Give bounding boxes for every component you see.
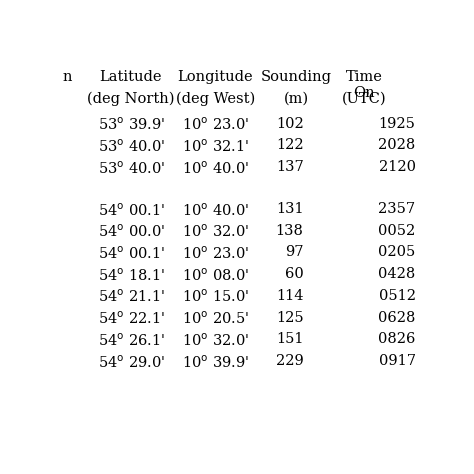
Text: 0512: 0512	[379, 289, 416, 303]
Text: 151: 151	[276, 332, 303, 346]
Text: 102: 102	[276, 117, 303, 131]
Text: 54$^{\mathsf{o}}$ 00.1': 54$^{\mathsf{o}}$ 00.1'	[98, 202, 165, 219]
Text: 53$^{\mathsf{o}}$ 40.0': 53$^{\mathsf{o}}$ 40.0'	[98, 160, 165, 177]
Text: 1925: 1925	[379, 117, 416, 131]
Text: 125: 125	[276, 310, 303, 325]
Text: Sounding: Sounding	[261, 70, 332, 83]
Text: 0052: 0052	[378, 224, 416, 237]
Text: 97: 97	[285, 246, 303, 259]
Text: 54$^{\mathsf{o}}$ 21.1': 54$^{\mathsf{o}}$ 21.1'	[98, 289, 165, 305]
Text: 10$^{\mathsf{o}}$ 32.1': 10$^{\mathsf{o}}$ 32.1'	[182, 138, 249, 155]
Text: 54$^{\mathsf{o}}$ 22.1': 54$^{\mathsf{o}}$ 22.1'	[98, 310, 165, 327]
Text: 229: 229	[276, 354, 303, 368]
Text: Time
On: Time On	[346, 70, 383, 100]
Text: 10$^{\mathsf{o}}$ 40.0': 10$^{\mathsf{o}}$ 40.0'	[182, 202, 249, 219]
Text: 122: 122	[276, 138, 303, 153]
Text: 2357: 2357	[378, 202, 416, 216]
Text: 54$^{\mathsf{o}}$ 18.1': 54$^{\mathsf{o}}$ 18.1'	[98, 267, 165, 284]
Text: 10$^{\mathsf{o}}$ 23.0': 10$^{\mathsf{o}}$ 23.0'	[182, 117, 249, 133]
Text: 53$^{\mathsf{o}}$ 39.9': 53$^{\mathsf{o}}$ 39.9'	[98, 117, 165, 133]
Text: 10$^{\mathsf{o}}$ 15.0': 10$^{\mathsf{o}}$ 15.0'	[182, 289, 249, 305]
Text: 54$^{\mathsf{o}}$ 29.0': 54$^{\mathsf{o}}$ 29.0'	[98, 354, 165, 371]
Text: 2120: 2120	[379, 160, 416, 174]
Text: 53$^{\mathsf{o}}$ 40.0': 53$^{\mathsf{o}}$ 40.0'	[98, 138, 165, 155]
Text: (UTC): (UTC)	[342, 91, 386, 106]
Text: 54$^{\mathsf{o}}$ 00.1': 54$^{\mathsf{o}}$ 00.1'	[98, 246, 165, 262]
Text: n: n	[63, 70, 73, 83]
Text: 0428: 0428	[378, 267, 416, 281]
Text: 10$^{\mathsf{o}}$ 20.5': 10$^{\mathsf{o}}$ 20.5'	[182, 310, 249, 327]
Text: 10$^{\mathsf{o}}$ 32.0': 10$^{\mathsf{o}}$ 32.0'	[182, 224, 249, 240]
Text: 114: 114	[276, 289, 303, 303]
Text: (m): (m)	[283, 91, 309, 106]
Text: 2028: 2028	[378, 138, 416, 153]
Text: 10$^{\mathsf{o}}$ 32.0': 10$^{\mathsf{o}}$ 32.0'	[182, 332, 249, 349]
Text: 137: 137	[276, 160, 303, 174]
Text: 10$^{\mathsf{o}}$ 23.0': 10$^{\mathsf{o}}$ 23.0'	[182, 246, 249, 262]
Text: 131: 131	[276, 202, 303, 216]
Text: 10$^{\mathsf{o}}$ 40.0': 10$^{\mathsf{o}}$ 40.0'	[182, 160, 249, 177]
Text: 0917: 0917	[379, 354, 416, 368]
Text: Latitude: Latitude	[100, 70, 162, 83]
Text: 10$^{\mathsf{o}}$ 39.9': 10$^{\mathsf{o}}$ 39.9'	[182, 354, 249, 371]
Text: 0826: 0826	[378, 332, 416, 346]
Text: Longitude: Longitude	[178, 70, 253, 83]
Text: 54$^{\mathsf{o}}$ 00.0': 54$^{\mathsf{o}}$ 00.0'	[98, 224, 165, 240]
Text: 10$^{\mathsf{o}}$ 08.0': 10$^{\mathsf{o}}$ 08.0'	[182, 267, 249, 284]
Text: 60: 60	[285, 267, 303, 281]
Text: (deg West): (deg West)	[176, 91, 255, 106]
Text: 138: 138	[276, 224, 303, 237]
Text: 0628: 0628	[378, 310, 416, 325]
Text: 0205: 0205	[378, 246, 416, 259]
Text: 54$^{\mathsf{o}}$ 26.1': 54$^{\mathsf{o}}$ 26.1'	[98, 332, 165, 349]
Text: (deg North): (deg North)	[87, 91, 174, 106]
